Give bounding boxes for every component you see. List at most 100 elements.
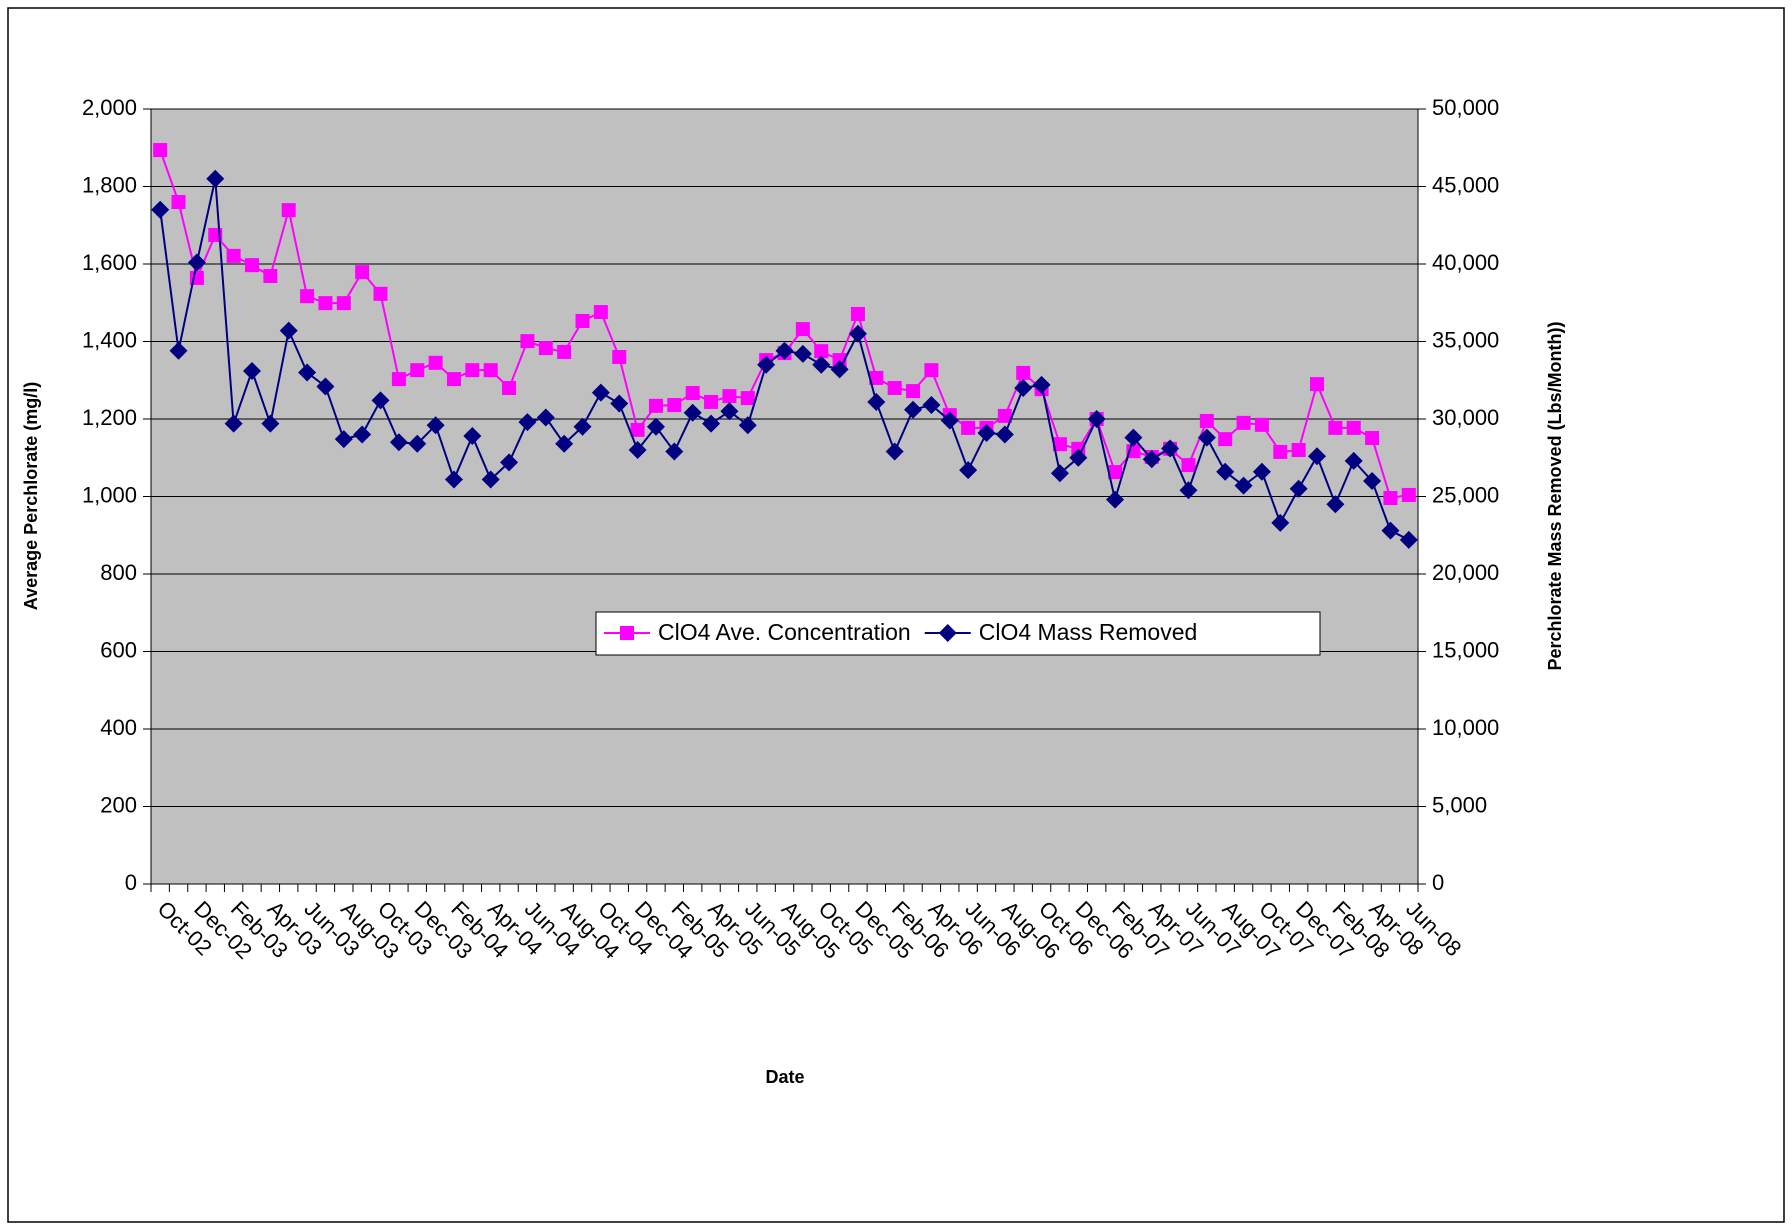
legend-label: ClO4 Mass Removed: [979, 619, 1198, 645]
marker: [812, 355, 831, 374]
y-tick-label: 1,000: [82, 482, 137, 507]
y-tick-label: 0: [125, 870, 137, 895]
marker: [334, 430, 353, 449]
y2-tick-label: 25,000: [1432, 482, 1499, 507]
marker: [1179, 481, 1198, 500]
marker: [1273, 444, 1288, 459]
marker: [316, 377, 335, 396]
marker: [830, 360, 849, 379]
y2-tick-label: 45,000: [1432, 172, 1499, 197]
marker: [1050, 464, 1069, 483]
marker: [1142, 450, 1161, 469]
marker: [610, 394, 629, 413]
marker: [463, 427, 482, 446]
marker: [620, 626, 634, 640]
marker: [483, 363, 498, 378]
marker: [1124, 428, 1143, 447]
y-tick-label: 1,600: [82, 250, 137, 275]
marker: [1310, 377, 1325, 392]
marker: [261, 414, 280, 433]
marker: [336, 296, 351, 311]
marker: [575, 313, 590, 328]
marker: [1069, 448, 1088, 467]
y-axis-title: Average Perchlorate (mg/l): [21, 382, 41, 610]
marker: [720, 402, 739, 421]
marker: [1197, 428, 1216, 447]
marker: [1291, 443, 1306, 457]
y2-tick-label: 35,000: [1432, 327, 1499, 352]
marker: [244, 258, 259, 273]
marker: [793, 344, 812, 363]
marker: [224, 414, 243, 433]
marker: [848, 324, 867, 343]
marker: [444, 470, 463, 489]
marker: [1365, 430, 1380, 445]
marker: [151, 200, 170, 219]
y-tick-label: 2,000: [82, 95, 137, 120]
marker: [1254, 417, 1269, 432]
marker: [1381, 521, 1400, 540]
marker: [1346, 420, 1361, 435]
marker: [977, 423, 996, 442]
marker: [1401, 487, 1416, 502]
y2-tick-label: 10,000: [1432, 715, 1499, 740]
marker: [1234, 476, 1253, 495]
y-tick-label: 600: [100, 637, 137, 662]
x-axis-title: Date: [765, 1067, 804, 1087]
marker: [171, 195, 186, 209]
marker: [887, 381, 902, 395]
marker: [775, 341, 794, 360]
marker: [959, 461, 978, 480]
marker: [536, 408, 555, 427]
marker: [281, 203, 296, 218]
marker: [1014, 379, 1033, 397]
marker: [1252, 462, 1271, 481]
marker: [1271, 513, 1290, 532]
marker: [410, 363, 425, 378]
marker: [1052, 437, 1067, 452]
marker: [318, 296, 333, 311]
marker: [1032, 375, 1051, 394]
marker: [1328, 420, 1343, 435]
marker: [573, 417, 592, 436]
marker: [885, 442, 904, 461]
marker: [850, 306, 865, 321]
marker: [938, 624, 957, 642]
marker: [446, 372, 461, 387]
y-tick-label: 800: [100, 560, 137, 585]
marker: [628, 441, 647, 459]
marker: [1289, 479, 1308, 498]
marker: [667, 398, 682, 413]
marker: [520, 334, 535, 349]
marker: [518, 413, 537, 432]
marker: [612, 350, 627, 364]
marker: [1344, 451, 1363, 470]
marker: [426, 416, 445, 435]
marker: [263, 269, 278, 284]
marker: [867, 392, 886, 411]
marker: [300, 289, 315, 304]
marker: [665, 442, 684, 461]
marker: [428, 355, 443, 370]
marker: [279, 321, 298, 340]
marker: [169, 341, 188, 360]
marker: [1308, 447, 1327, 466]
marker: [298, 363, 317, 382]
marker: [630, 422, 645, 437]
marker: [1399, 530, 1418, 549]
marker: [206, 169, 225, 188]
marker: [722, 389, 737, 404]
marker: [1326, 495, 1345, 514]
marker: [555, 434, 574, 453]
marker: [1181, 458, 1196, 473]
marker: [481, 470, 500, 489]
marker: [869, 370, 884, 385]
marker: [1383, 491, 1398, 506]
marker: [1216, 462, 1235, 481]
marker: [904, 400, 923, 419]
marker: [538, 341, 553, 356]
marker: [153, 143, 168, 158]
marker: [1016, 365, 1031, 380]
y-tick-label: 1,400: [82, 327, 137, 352]
marker: [591, 383, 610, 402]
